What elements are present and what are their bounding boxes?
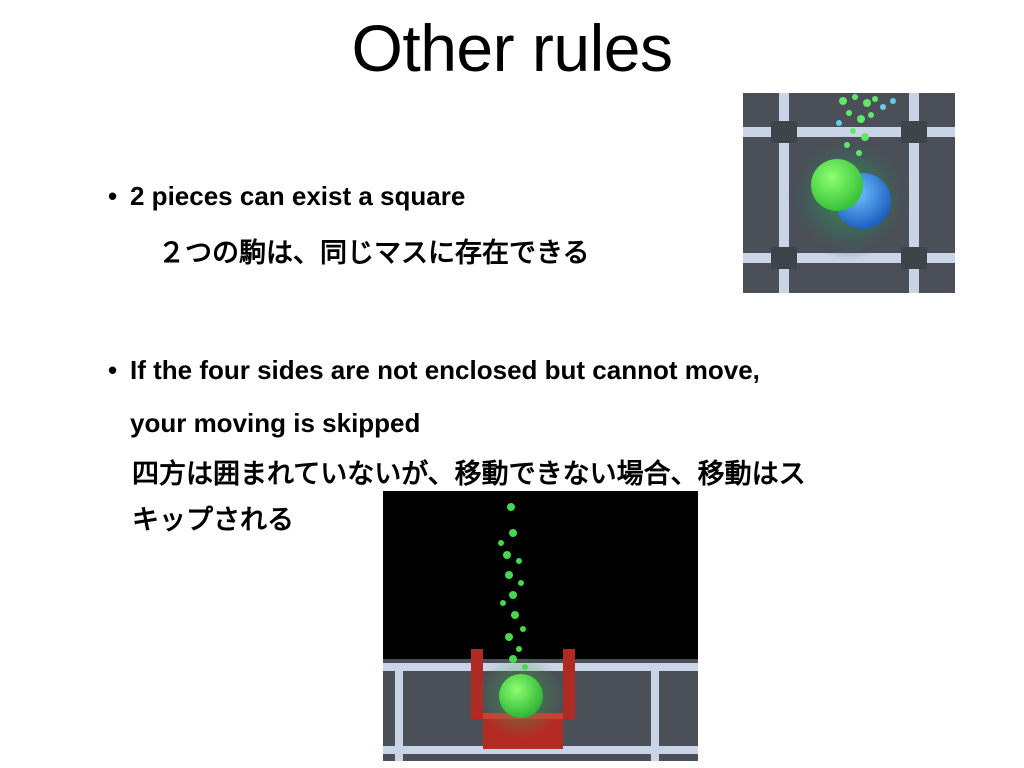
bullet-2-text-line2: your moving is skipped [130,408,421,438]
bullet-1-japanese: ２つの駒は、同じマスに存在できる [158,238,590,269]
bullet-1: • 2 pieces can exist a square [108,181,465,212]
bullet-2-japanese-line1: 四方は囲まれていないが、移動できない場合、移動はス [132,459,806,490]
game-screenshot-two-pieces [743,93,955,293]
game-screenshot-blocked-piece [383,491,698,761]
bullet-1-text: 2 pieces can exist a square [130,181,466,211]
bullet-marker: • [108,355,118,385]
bullet-2-text-line1: If the four sides are not enclosed but c… [130,355,760,385]
bullet-2-japanese-line2: キップされる [132,505,294,536]
slide-title: Other rules [351,11,673,85]
bullet-2: • If the four sides are not enclosed but … [108,355,760,386]
bullet-marker: • [108,181,118,211]
